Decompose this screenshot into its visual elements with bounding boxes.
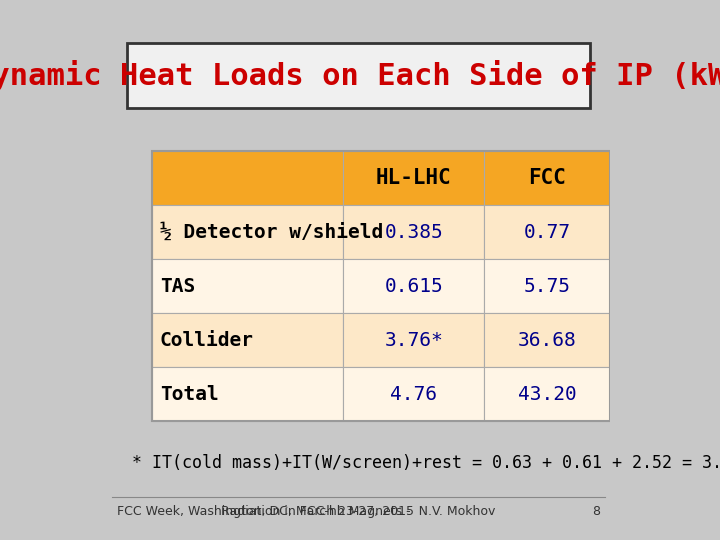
Text: Collider: Collider <box>160 330 253 350</box>
FancyBboxPatch shape <box>343 259 485 313</box>
Text: TAS: TAS <box>160 276 195 296</box>
Text: 43.20: 43.20 <box>518 384 577 404</box>
FancyBboxPatch shape <box>343 367 485 421</box>
Text: * IT(cold mass)+IT(W/screen)+rest = 0.63 + 0.61 + 2.52 = 3.76 kW: * IT(cold mass)+IT(W/screen)+rest = 0.63… <box>132 454 720 471</box>
Text: Dynamic Heat Loads on Each Side of IP (kW): Dynamic Heat Loads on Each Side of IP (k… <box>0 60 720 91</box>
FancyBboxPatch shape <box>343 313 485 367</box>
FancyBboxPatch shape <box>343 205 485 259</box>
FancyBboxPatch shape <box>127 43 590 108</box>
FancyBboxPatch shape <box>485 205 610 259</box>
Text: 0.385: 0.385 <box>384 222 444 242</box>
Text: Total: Total <box>160 384 218 404</box>
FancyBboxPatch shape <box>152 205 343 259</box>
FancyBboxPatch shape <box>485 259 610 313</box>
FancyBboxPatch shape <box>343 151 485 205</box>
FancyBboxPatch shape <box>152 151 343 205</box>
FancyBboxPatch shape <box>485 151 610 205</box>
Text: ½ Detector w/shield: ½ Detector w/shield <box>160 222 383 242</box>
FancyBboxPatch shape <box>152 259 343 313</box>
Text: HL-LHC: HL-LHC <box>376 168 451 188</box>
Text: Radiation in FCC-hh Magnets -  N.V. Mokhov: Radiation in FCC-hh Magnets - N.V. Mokho… <box>221 505 495 518</box>
Text: 0.615: 0.615 <box>384 276 444 296</box>
Text: FCC: FCC <box>528 168 566 188</box>
Text: FCC Week, Washington, DC, March 23-27, 2015: FCC Week, Washington, DC, March 23-27, 2… <box>117 505 414 518</box>
Text: 4.76: 4.76 <box>390 384 437 404</box>
FancyBboxPatch shape <box>152 367 343 421</box>
FancyBboxPatch shape <box>485 313 610 367</box>
FancyBboxPatch shape <box>152 313 343 367</box>
FancyBboxPatch shape <box>485 367 610 421</box>
Text: 8: 8 <box>592 505 600 518</box>
Text: 5.75: 5.75 <box>523 276 571 296</box>
Text: 3.76*: 3.76* <box>384 330 444 350</box>
Text: 36.68: 36.68 <box>518 330 577 350</box>
Text: 0.77: 0.77 <box>523 222 571 242</box>
